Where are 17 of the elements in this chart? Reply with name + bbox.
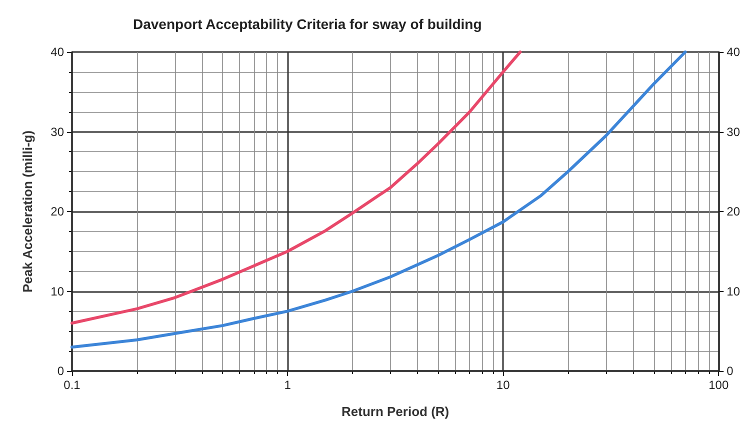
x-tick-label: 1 [284, 378, 292, 392]
y2-tick-label: 10 [726, 284, 740, 298]
y-tick-label: 30 [50, 124, 64, 139]
x-tick-label: 0.1 [64, 378, 81, 392]
y2-tick-label: 30 [726, 124, 740, 139]
y-tick-label: 0 [57, 364, 64, 378]
y2-tick-label: 0 [726, 364, 734, 378]
x-tick-label: 100 [708, 378, 729, 392]
y-tick-label: 20 [50, 204, 64, 218]
x-tick-label: 10 [496, 378, 510, 392]
y2-tick-label: 40 [726, 45, 740, 59]
y-tick-label: 10 [50, 284, 64, 298]
y2-tick-label: 20 [726, 204, 740, 218]
y-axis-title: Peak Acceleration (milli-g) [20, 130, 35, 293]
chart-title: Davenport Acceptability Criteria for sway of building [133, 16, 482, 32]
y-tick-label: 40 [50, 45, 64, 59]
x-axis-title: Return Period (R) [342, 404, 450, 419]
